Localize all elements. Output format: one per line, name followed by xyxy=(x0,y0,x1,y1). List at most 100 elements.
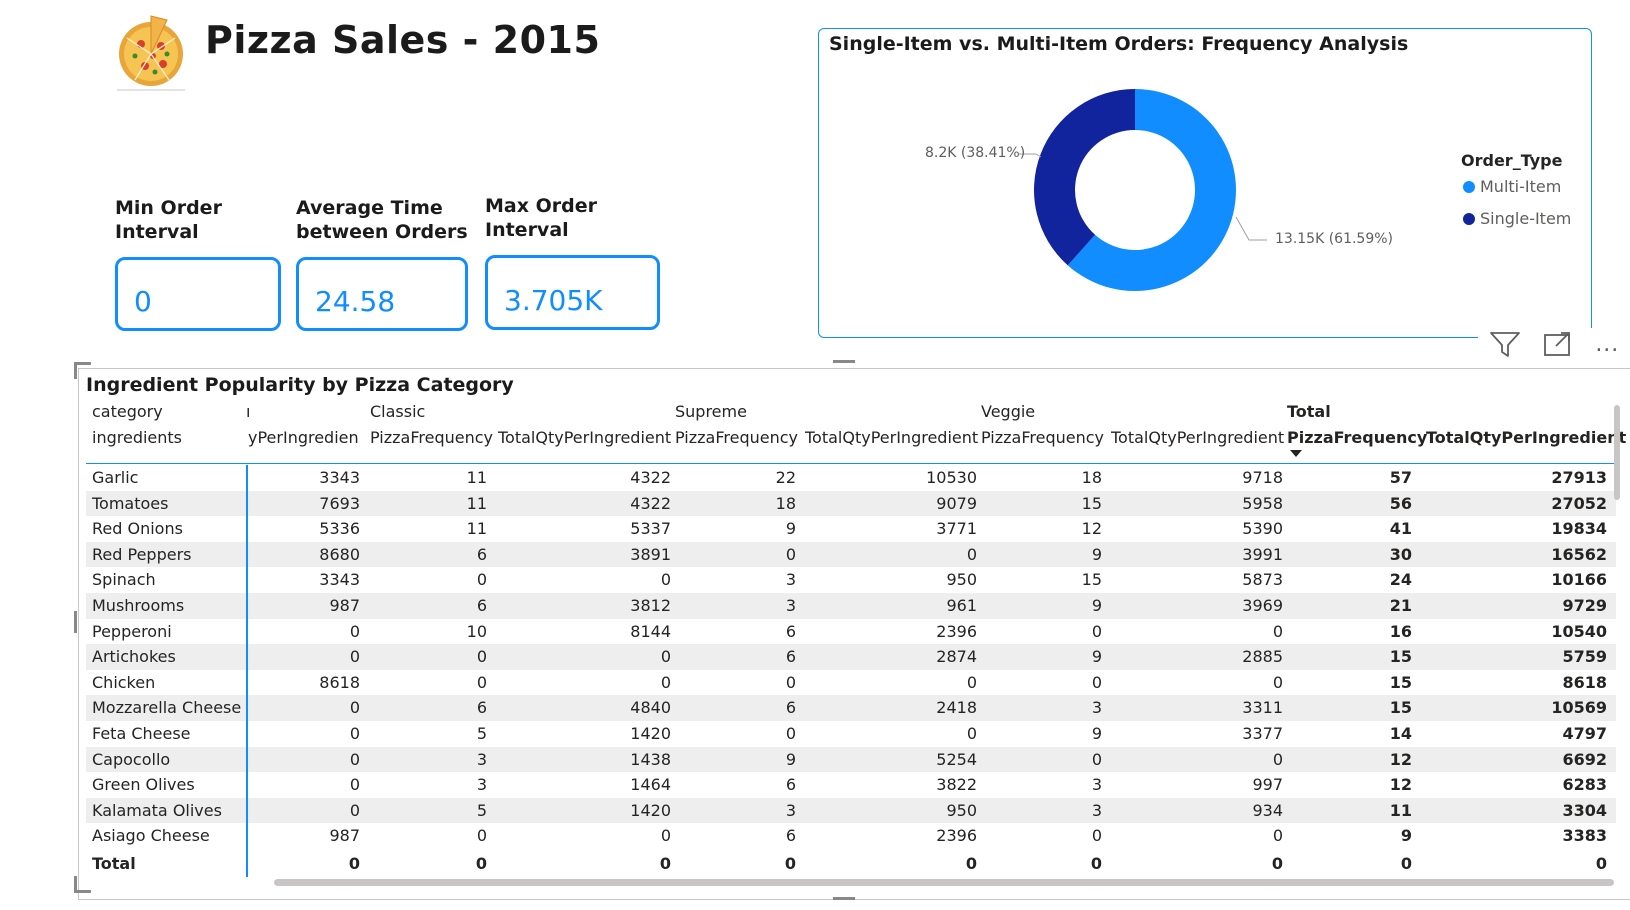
col-header-total-frequency[interactable]: PizzaFrequency xyxy=(1287,428,1428,447)
kpi-max-label-line2: Interval xyxy=(485,219,569,241)
table-cell-c1: 0 xyxy=(476,672,487,692)
table-cell-c3: 0 xyxy=(785,672,796,692)
legend-label-single: Single-Item xyxy=(1480,209,1572,228)
resize-handle-left[interactable] xyxy=(74,611,77,633)
ingredient-name: Capocollo xyxy=(92,749,171,769)
donut-slice-single-item[interactable] xyxy=(1034,89,1135,266)
resize-handle-bottom[interactable] xyxy=(833,897,855,900)
kpi-avg-label: Average Time between Orders xyxy=(296,196,468,244)
table-cell-c4: 3771 xyxy=(936,519,977,539)
group-header-total[interactable]: Total xyxy=(1287,402,1331,421)
resize-handle-bottom-left[interactable] xyxy=(74,876,91,893)
table-cell-t1: 12 xyxy=(1389,775,1412,795)
table-cell-c3: 9 xyxy=(785,749,796,769)
group-header-veggie[interactable]: Veggie xyxy=(981,402,1036,421)
resize-handle-top-left[interactable] xyxy=(74,362,91,379)
ingredient-name: Red Peppers xyxy=(92,544,192,564)
table-cell-c6: 934 xyxy=(1252,800,1283,820)
table-row[interactable]: Red Onions 5336 11 5337 9 3771 12 5390 41 19834 xyxy=(86,516,1616,542)
legend-item-multi[interactable]: Multi-Item xyxy=(1463,177,1561,196)
table-cell-c0: 0 xyxy=(349,698,360,718)
table-cell-c6: 5958 xyxy=(1242,493,1283,513)
table-row[interactable]: Artichokes 0 0 0 6 2874 9 2885 15 5759 xyxy=(86,644,1616,670)
table-cell-c3: 6 xyxy=(785,647,796,667)
kpi-max-card[interactable]: 3.705K xyxy=(485,255,660,330)
header-divider xyxy=(86,463,1616,464)
kpi-min-card[interactable]: 0 xyxy=(115,257,281,331)
ingredient-name: Asiago Cheese xyxy=(92,826,210,846)
table-cell-c0: 0 xyxy=(349,749,360,769)
table-cell-c4: 10530 xyxy=(926,468,977,487)
table-cell-t2: 4797 xyxy=(1562,723,1607,743)
col-header-supreme-qty[interactable]: TotalQtyPerIngredient xyxy=(805,428,979,447)
col-header-partial[interactable]: yPerIngredient xyxy=(248,428,358,447)
ingredient-name: Red Onions xyxy=(92,519,183,539)
kpi-avg-card[interactable]: 24.58 xyxy=(296,257,468,331)
resize-handle-top[interactable] xyxy=(833,360,855,363)
group-header-supreme[interactable]: Supreme xyxy=(675,402,747,421)
group-header-partial: ı xyxy=(246,402,251,421)
table-cell-c0: 0 xyxy=(348,853,360,873)
table-cell-c4: 0 xyxy=(965,853,977,873)
donut-chart xyxy=(1019,89,1267,291)
table-row[interactable]: Kalamata Olives 0 5 1420 3 950 3 934 11 3304 xyxy=(86,797,1616,824)
table-cell-c5: 0 xyxy=(1091,621,1102,641)
pizza-logo xyxy=(115,8,187,92)
col-header-veggie-frequency[interactable]: PizzaFrequency xyxy=(981,428,1104,447)
legend-item-single[interactable]: Single-Item xyxy=(1463,209,1571,228)
focus-mode-icon[interactable] xyxy=(1542,330,1574,358)
donut-chart-card[interactable]: Single-Item vs. Multi-Item Orders: Frequ… xyxy=(818,28,1592,338)
table-cell-c3: 22 xyxy=(775,468,796,487)
table-cell-c0: 0 xyxy=(349,723,360,743)
group-header-classic[interactable]: Classic xyxy=(370,402,426,421)
table-row[interactable]: Chicken 8618 0 0 0 0 0 0 15 8618 xyxy=(86,670,1616,696)
horizontal-scrollbar[interactable] xyxy=(274,879,1614,886)
table-row[interactable]: Asiago Cheese 987 0 0 6 2396 0 0 9 3383 xyxy=(86,823,1616,849)
legend-title: Order_Type xyxy=(1461,151,1563,170)
col-header-supreme-frequency[interactable]: PizzaFrequency xyxy=(675,428,798,447)
table-row[interactable]: Pepperoni 0 10 8144 6 2396 0 0 16 10540 xyxy=(86,619,1616,645)
table-row[interactable]: Tomatoes 7693 11 4322 18 9079 15 5958 56 27052 xyxy=(86,490,1616,517)
col-header-classic-qty[interactable]: TotalQtyPerIngredient xyxy=(498,428,672,447)
table-cell-c6: 5873 xyxy=(1242,570,1283,590)
table-cell-c2: 0 xyxy=(660,647,671,667)
table-row[interactable]: Spinach 3343 0 0 3 950 15 5873 24 10166 xyxy=(86,567,1616,593)
table-cell-c2: 1464 xyxy=(630,775,671,795)
kpi-max-label-line1: Max Order xyxy=(485,195,597,217)
table-cell-c4: 9079 xyxy=(936,493,977,513)
leader-line-single xyxy=(1019,153,1042,158)
col-header-classic-frequency[interactable]: PizzaFrequency xyxy=(370,428,493,447)
table-cell-t2: 8618 xyxy=(1562,672,1607,692)
more-options-icon[interactable]: ... xyxy=(1595,331,1620,357)
table-cell-c0: 5336 xyxy=(319,519,360,539)
table-cell-c4: 0 xyxy=(966,544,977,564)
table-cell-t1: 24 xyxy=(1389,570,1412,590)
table-row[interactable]: Capocollo 0 3 1438 9 5254 0 0 12 6692 xyxy=(86,746,1616,773)
table-row[interactable]: Green Olives 0 3 1464 6 3822 3 997 12 6283 xyxy=(86,772,1616,798)
table-cell-c2: 3891 xyxy=(630,544,671,564)
col-header-ingredients[interactable]: ingredients xyxy=(92,428,183,447)
table-row[interactable]: Red Peppers 8680 6 3891 0 0 9 3991 30 16562 xyxy=(86,541,1616,568)
table-row[interactable]: Feta Cheese 0 5 1420 0 0 9 3377 14 4797 xyxy=(86,721,1616,747)
table-cell-c5: 0 xyxy=(1090,853,1102,873)
kpi-min-label-line2: Interval xyxy=(115,221,199,243)
table-cell-c3: 9 xyxy=(785,519,796,539)
col-header-veggie-qty[interactable]: TotalQtyPerIngredient xyxy=(1111,428,1285,447)
table-cell-t1: 9 xyxy=(1400,826,1412,846)
table-cell-c5: 0 xyxy=(1091,749,1102,769)
table-row[interactable]: Mushrooms 987 6 3812 3 961 9 3969 21 9729 xyxy=(86,592,1616,619)
table-row[interactable]: Mozzarella Cheese 0 6 4840 6 2418 3 3311 15 10569 xyxy=(86,695,1616,721)
table-cell-c6: 997 xyxy=(1252,775,1283,795)
donut-slice-multi-item[interactable] xyxy=(1067,89,1236,291)
table-cell-c3: 0 xyxy=(785,544,796,564)
col-header-total-qty[interactable]: TotalQtyPerIngredient xyxy=(1426,428,1627,447)
table-cell-c5: 9 xyxy=(1091,723,1102,743)
filter-icon[interactable] xyxy=(1489,330,1521,358)
total-label: Total xyxy=(92,853,136,873)
vertical-scrollbar[interactable] xyxy=(1614,405,1620,500)
row-header-category: category xyxy=(92,402,163,421)
table-total-row[interactable]: Total 0 0 0 0 0 0 0 0 0 xyxy=(86,851,1616,877)
leader-line-multi xyxy=(1235,216,1267,241)
table-row[interactable]: Garlic 3343 11 4322 22 10530 18 9718 57 27913 xyxy=(86,465,1616,491)
table-cell-c4: 950 xyxy=(946,800,977,820)
